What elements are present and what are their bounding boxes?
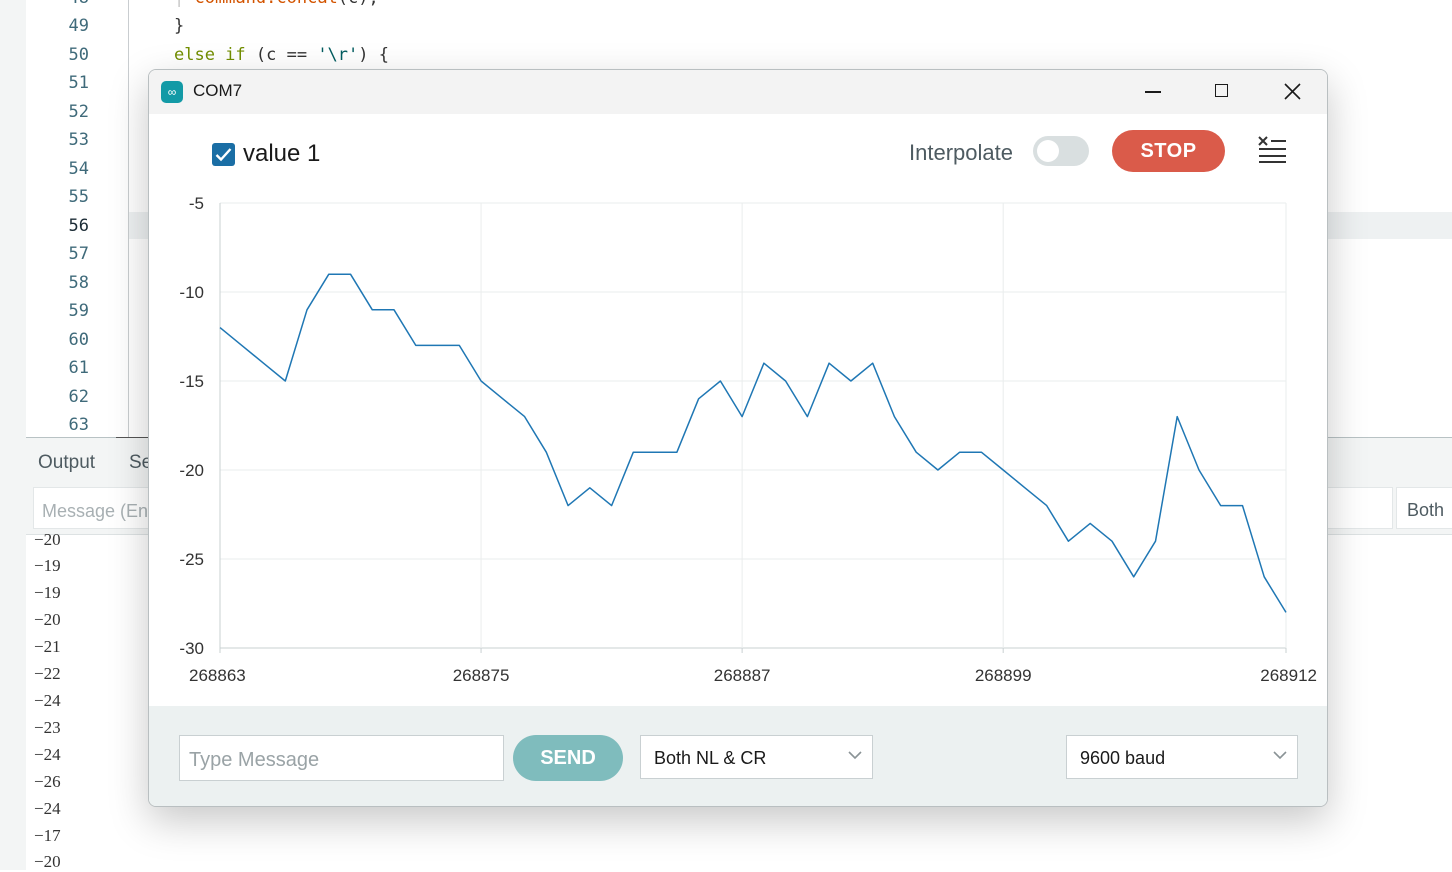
output-line: −24 (34, 691, 61, 710)
plotter-footer: Type Message SEND Both NL & CR 9600 baud (149, 706, 1327, 806)
line-ending-select-bg[interactable]: Both (1396, 487, 1452, 529)
output-line: −26 (34, 772, 61, 791)
gutter-divider (128, 0, 129, 438)
chart-series (219, 273, 1287, 613)
line-number: 53 (68, 130, 89, 150)
chevron-down-icon (848, 751, 862, 760)
clear-list-icon[interactable] (1257, 135, 1287, 163)
baud-rate-value: 9600 baud (1080, 748, 1166, 768)
y-tick-label: -15 (179, 372, 204, 391)
output-line: −19 (34, 556, 61, 575)
window-title: COM7 (193, 81, 243, 100)
output-line: −17 (34, 826, 61, 845)
x-tick-label: 268875 (453, 666, 510, 685)
line-number: 54 (68, 159, 89, 179)
checkmark-icon (215, 148, 232, 162)
code-line-50[interactable]: else if (c == '\r') { (174, 45, 389, 65)
line-number: 61 (68, 358, 89, 378)
output-line: −24 (34, 745, 61, 764)
y-tick-label: -30 (179, 639, 204, 658)
line-number-gutter (26, 0, 128, 438)
line-number: 59 (68, 301, 89, 321)
x-tick-label: 268887 (714, 666, 771, 685)
output-line: −22 (34, 664, 61, 683)
serial-plotter-window: ∞ COM7 value 1 Interpolate STOP (148, 69, 1328, 807)
stop-button[interactable]: STOP (1112, 130, 1225, 172)
close-button[interactable] (1257, 70, 1327, 114)
baud-rate-select[interactable]: 9600 baud (1066, 735, 1298, 779)
code-token-call: command.concat (195, 0, 338, 8)
line-chart: -5 -10 -15 -20 -25 -30 268863 268875 268887 26889… (179, 194, 1317, 685)
tab-serial-monitor[interactable]: Se (129, 452, 153, 473)
output-line: −19 (34, 583, 61, 602)
title-bar[interactable]: ∞ COM7 (149, 70, 1327, 114)
code-line-49[interactable]: } (174, 16, 185, 36)
toggle-knob (1037, 140, 1059, 162)
line-ending-select[interactable]: Both NL & CR (640, 735, 873, 779)
line-number: 55 (68, 187, 89, 207)
series-checkbox[interactable] (212, 143, 235, 166)
line-number: 58 (68, 273, 89, 293)
minimize-button[interactable] (1117, 70, 1187, 114)
line-ending-value-bg: Both (1407, 500, 1445, 520)
y-tick-label: -5 (189, 194, 204, 213)
tab-output[interactable]: Output (38, 452, 96, 473)
activity-bar (0, 0, 26, 870)
message-placeholder: Type Message (189, 749, 320, 771)
x-tick-label: 268863 (189, 666, 246, 685)
code-token-end: ) { (358, 45, 389, 65)
x-tick-label: 268899 (975, 666, 1032, 685)
line-number: 60 (68, 330, 89, 350)
output-line: −20 (34, 852, 61, 871)
interpolate-label: Interpolate (909, 140, 1013, 165)
y-tick-label: -10 (179, 283, 204, 302)
arduino-infinity-icon: ∞ (161, 81, 183, 103)
code-token-keyword: else if (174, 45, 246, 65)
indent-guide: | (174, 0, 184, 8)
series-name-label: value 1 (243, 140, 321, 167)
line-number: 57 (68, 244, 89, 264)
line-number: 50 (68, 45, 89, 65)
y-tick-label: -20 (179, 461, 204, 480)
line-ending-value: Both NL & CR (654, 748, 767, 768)
close-icon (1284, 83, 1301, 100)
chart-tick-labels: -5 -10 -15 -20 -25 -30 268863 268875 268887 26889… (179, 194, 1317, 685)
chevron-down-icon (1273, 751, 1287, 760)
code-token-string: '\r' (317, 45, 359, 65)
series-line-value-1 (219, 273, 1287, 613)
code-token-expr: (c == (245, 45, 318, 65)
output-line: −24 (34, 799, 61, 818)
output-line: −20 (34, 530, 61, 549)
line-number: 62 (68, 387, 89, 407)
serial-message-placeholder: Message (En (42, 501, 149, 521)
x-tick-label: 268912 (1260, 666, 1317, 685)
line-number: 51 (68, 73, 89, 93)
line-number: 49 (68, 16, 89, 36)
output-line: −23 (34, 718, 61, 737)
send-button[interactable]: SEND (513, 735, 623, 781)
code-token-args: (c); (338, 0, 379, 8)
interpolate-toggle[interactable] (1033, 136, 1089, 166)
line-number: 63 (68, 415, 89, 435)
line-number: 48 (26, 0, 89, 8)
maximize-button[interactable] (1187, 70, 1257, 114)
line-number: 52 (68, 102, 89, 122)
output-line: −21 (34, 637, 61, 656)
message-input[interactable]: Type Message (179, 735, 504, 781)
code-line-48[interactable]: | command.concat(c); (174, 0, 379, 8)
y-tick-label: -25 (179, 550, 204, 569)
chart-grid (219, 202, 1287, 653)
line-number-active: 56 (68, 216, 89, 236)
output-line: −20 (34, 610, 61, 629)
plotter-content: value 1 Interpolate STOP -5 -10 -15 -20 -25-… (149, 114, 1327, 706)
